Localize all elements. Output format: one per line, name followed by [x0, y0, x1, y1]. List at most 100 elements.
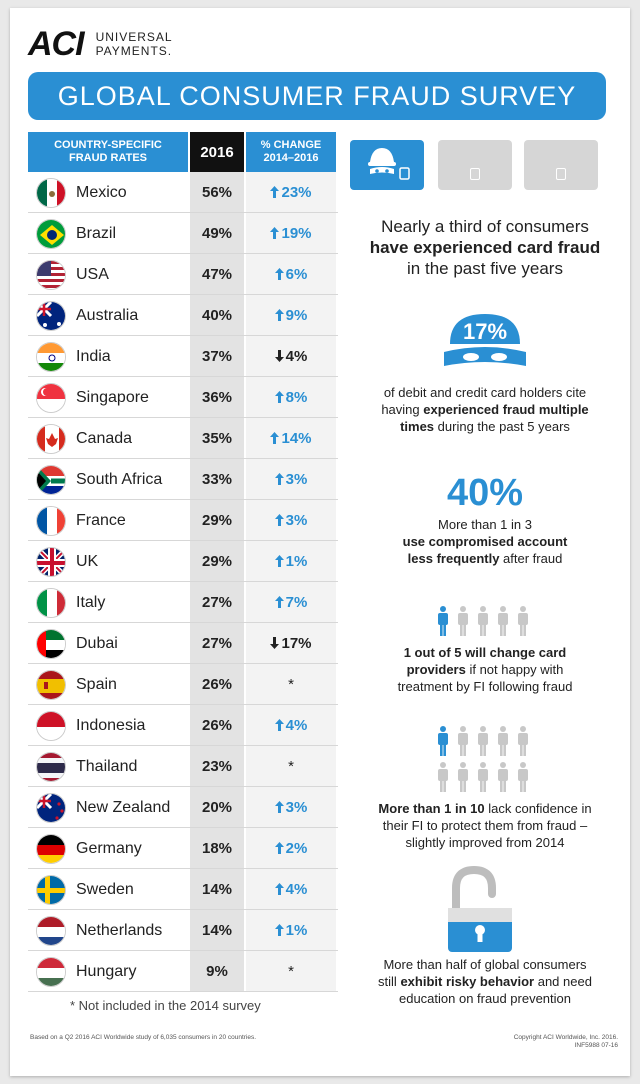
arrow-up-icon: [274, 799, 286, 816]
logo-line-1: UNIVERSAL: [95, 30, 173, 44]
fraud-rate: 27%: [201, 594, 233, 611]
table-row: USA 47% 6%: [28, 254, 338, 295]
rate-change: 1%: [246, 910, 336, 951]
rate-change-value: 6%: [285, 266, 308, 283]
table-row: Spain 26% *: [28, 664, 338, 705]
fraud-rate: 56%: [201, 184, 233, 201]
table-row: Dubai 27% 17%: [28, 623, 338, 664]
person-icon: [478, 762, 488, 792]
country-name: Brazil: [76, 225, 117, 242]
flag-icon: [36, 547, 66, 577]
header-country-line-1: COUNTRY-SPECIFIC: [54, 139, 162, 151]
table-row: New Zealand 20% 3%: [28, 787, 338, 828]
flag-icon: [36, 465, 66, 495]
rate-change-value: 3%: [285, 799, 308, 816]
table-row: Canada 35% 14%: [28, 418, 338, 459]
rate-change-value: 4%: [285, 881, 308, 898]
arrow-down-icon: [274, 348, 286, 365]
rate-change-value: 3%: [285, 471, 308, 488]
table-row: Indonesia 26% 4%: [28, 705, 338, 746]
header-country: COUNTRY-SPECIFIC FRAUD RATES: [28, 132, 188, 172]
fraud-rate: 20%: [201, 799, 233, 816]
stat-1-line-1: Nearly a third of consumers: [381, 217, 589, 236]
country-name: Italy: [76, 594, 106, 611]
rate-change: 17%: [246, 623, 336, 664]
rate-change-value: 19%: [281, 225, 312, 242]
rate-change: 2%: [246, 828, 336, 869]
person-icon: [438, 726, 448, 756]
table-row: Sweden 14% 4%: [28, 869, 338, 910]
logo-subtitle: UNIVERSAL PAYMENTS.: [96, 30, 173, 58]
arrow-up-icon: [274, 881, 286, 898]
fraud-rate: 26%: [201, 676, 233, 693]
fraud-rate: 36%: [201, 389, 233, 406]
stat-5-line-2: their FI to protect them from fraud –: [382, 818, 588, 833]
rate-change-value: *: [288, 676, 294, 693]
stat-card-fraud: Nearly a third of consumers have experie…: [340, 216, 630, 279]
stat-4-line-1: 1 out of 5 will change card: [403, 645, 567, 660]
country-name: South Africa: [76, 471, 163, 488]
country-name: Spain: [76, 676, 117, 693]
stat-4-line-3: treatment by FI following fraud: [397, 679, 573, 694]
country-name: Sweden: [76, 881, 134, 898]
arrow-up-icon: [274, 553, 286, 570]
rate-change-value: 9%: [285, 307, 308, 324]
arrow-up-icon: [274, 922, 286, 939]
country-name: France: [76, 512, 126, 529]
stat-3-line-2: use compromised account: [402, 534, 568, 549]
bandit-mask-icon: 17%: [440, 312, 530, 378]
fraud-rate: 14%: [201, 881, 233, 898]
copyright-text: Copyright ACI Worldwide, Inc. 2016.: [513, 1034, 618, 1041]
copyright: Copyright ACI Worldwide, Inc. 2016. INF5…: [514, 1034, 618, 1050]
stat-1-line-2: have experienced card fraud: [369, 238, 601, 257]
rate-change: 19%: [246, 213, 336, 254]
flag-icon: [36, 834, 66, 864]
flag-icon: [36, 260, 66, 290]
stat-compromised-account: More than 1 in 3 use compromised account…: [340, 516, 630, 567]
source-note: Based on a Q2 2016 ACI Worldwide study o…: [30, 1034, 257, 1041]
arrow-up-icon: [274, 471, 286, 488]
stat-2-line-2a: having: [381, 402, 424, 417]
country-name: Dubai: [76, 635, 118, 652]
logo-mark: ACI: [28, 24, 85, 63]
arrow-up-icon: [270, 225, 281, 242]
stat-risky-behavior: More than half of global consumers still…: [340, 956, 630, 1007]
logo-line-2: PAYMENTS.: [95, 44, 173, 58]
rate-change: 14%: [246, 418, 336, 459]
stat-1-line-3: in the past five years: [407, 259, 563, 278]
rate-change-value: 23%: [281, 184, 312, 201]
flag-icon: [36, 424, 66, 454]
table-header: COUNTRY-SPECIFIC FRAUD RATES 2016 % CHANG…: [28, 132, 338, 172]
header-change-line-2: 2014–2016: [263, 152, 319, 164]
rate-change: 9%: [246, 295, 336, 336]
rate-change-value: 14%: [281, 430, 312, 447]
header-year: 2016: [190, 132, 244, 172]
flag-icon: [36, 178, 66, 208]
flag-icon: [36, 383, 66, 413]
stat-4-line-2b: if not happy with: [465, 662, 564, 677]
fraud-rate: 18%: [201, 840, 233, 857]
country-name: UK: [76, 553, 99, 570]
arrow-up-icon: [274, 717, 286, 734]
stat-6-line-3: education on fraud prevention: [398, 991, 571, 1006]
table-row: Singapore 36% 8%: [28, 377, 338, 418]
stat-2-line-1: of debit and credit card holders cite: [383, 385, 587, 400]
rate-change-value: 8%: [285, 389, 308, 406]
rate-change: *: [246, 664, 336, 705]
rate-change: 7%: [246, 582, 336, 623]
card-icon: [438, 140, 512, 190]
table-row: India 37% 4%: [28, 336, 338, 377]
rate-change-value: 3%: [285, 512, 308, 529]
rate-change: 8%: [246, 377, 336, 418]
country-name: Netherlands: [76, 922, 163, 939]
stat-multiple-fraud: of debit and credit card holders cite ha…: [340, 384, 630, 435]
header-country-line-2: FRAUD RATES: [68, 152, 147, 164]
fraud-rate: 40%: [201, 307, 233, 324]
table-row: France 29% 3%: [28, 500, 338, 541]
fraud-rate: 37%: [201, 348, 233, 365]
arrow-up-icon: [274, 307, 286, 324]
country-name: Indonesia: [76, 717, 146, 734]
stat-2-line-3b: during the past 5 years: [434, 419, 570, 434]
infographic-card: ACI UNIVERSAL PAYMENTS. GLOBAL CONSUMER …: [10, 8, 630, 1076]
page-title: GLOBAL CONSUMER FRAUD SURVEY: [57, 80, 577, 111]
